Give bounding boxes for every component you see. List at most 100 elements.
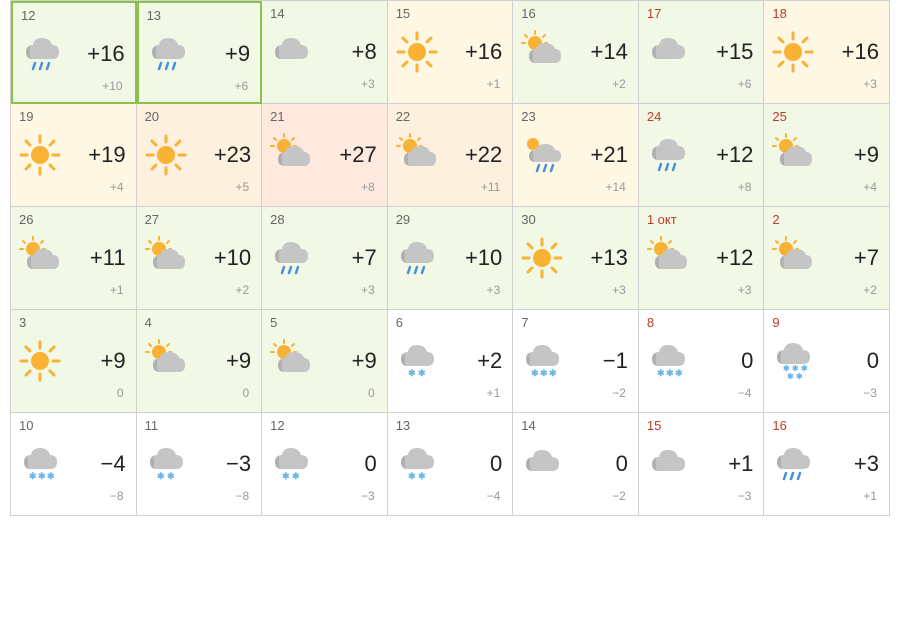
day-main-row: +8 xyxy=(268,29,381,75)
day-date: 26 xyxy=(17,211,130,229)
day-cell[interactable]: 16 +14+2 xyxy=(513,1,639,104)
cloud-rain-icon xyxy=(145,31,191,77)
day-date: 11 xyxy=(143,417,256,435)
cloud-rain-icon xyxy=(394,235,440,281)
day-low-temp: +5 xyxy=(143,180,256,194)
svg-text:✱: ✱ xyxy=(540,368,548,378)
partly-icon xyxy=(770,132,816,178)
day-main-row: 0 xyxy=(519,441,632,487)
sun-icon xyxy=(770,29,816,75)
cloud-rain-icon xyxy=(268,235,314,281)
day-main-row: +9 xyxy=(770,132,883,178)
day-date: 24 xyxy=(645,108,758,126)
day-cell[interactable]: 140−2 xyxy=(513,413,639,516)
day-high-temp: +10 xyxy=(214,245,251,271)
day-cell[interactable]: 15+16+1 xyxy=(388,1,514,104)
day-cell[interactable]: 3+90 xyxy=(11,310,137,413)
day-cell[interactable]: 10 ✱✱✱ −4−8 xyxy=(11,413,137,516)
day-date: 1 окт xyxy=(645,211,758,229)
day-date: 27 xyxy=(143,211,256,229)
day-cell[interactable]: 12 +16+10 xyxy=(11,1,137,104)
day-low-temp: +3 xyxy=(268,77,381,91)
svg-text:✱: ✱ xyxy=(787,372,794,381)
day-date: 13 xyxy=(145,7,255,25)
day-date: 21 xyxy=(268,108,381,126)
day-main-row: +23 xyxy=(143,132,256,178)
day-cell[interactable]: 22 +22+11 xyxy=(388,104,514,207)
day-date: 22 xyxy=(394,108,507,126)
day-cell[interactable]: 2 +7+2 xyxy=(764,207,890,310)
day-low-temp: −3 xyxy=(770,386,883,400)
day-high-temp: 0 xyxy=(741,348,753,374)
cloud-rain-icon xyxy=(19,31,65,77)
day-cell[interactable]: 28 +7+3 xyxy=(262,207,388,310)
day-cell[interactable]: 5 +90 xyxy=(262,310,388,413)
day-cell[interactable]: 19+19+4 xyxy=(11,104,137,207)
svg-text:✱: ✱ xyxy=(408,471,416,481)
day-high-temp: +3 xyxy=(854,451,879,477)
day-date: 12 xyxy=(268,417,381,435)
partly-icon xyxy=(394,132,440,178)
day-high-temp: +16 xyxy=(842,39,879,65)
day-date: 13 xyxy=(394,417,507,435)
day-high-temp: +8 xyxy=(352,39,377,65)
day-cell[interactable]: 8 ✱✱✱ 0−4 xyxy=(639,310,765,413)
cloud-rain-icon xyxy=(770,441,816,487)
day-date: 30 xyxy=(519,211,632,229)
day-low-temp: −3 xyxy=(268,489,381,503)
day-main-row: +12 xyxy=(645,132,758,178)
svg-text:✱: ✱ xyxy=(796,372,803,381)
day-cell[interactable]: 7 ✱✱✱ −1−2 xyxy=(513,310,639,413)
cloud-heavysnow-icon: ✱✱✱✱✱ xyxy=(770,338,816,384)
day-cell[interactable]: 16 +3+1 xyxy=(764,413,890,516)
day-cell[interactable]: 4 +90 xyxy=(137,310,263,413)
cloud-snow-icon: ✱✱✱ xyxy=(645,338,691,384)
day-main-row: ✱✱✱ −1 xyxy=(519,338,632,384)
day-cell[interactable]: 13 +9+6 xyxy=(137,1,263,104)
day-cell[interactable]: 21 +27+8 xyxy=(262,104,388,207)
day-cell[interactable]: 13 ✱✱ 0−4 xyxy=(388,413,514,516)
weather-calendar: 12 +16+1013 +9+614+8+315+16+116 +14+217+… xyxy=(10,0,890,516)
day-cell[interactable]: 1 окт +12+3 xyxy=(639,207,765,310)
day-cell[interactable]: 30+13+3 xyxy=(513,207,639,310)
day-cell[interactable]: 15+1−3 xyxy=(639,413,765,516)
day-cell[interactable]: 6 ✱✱ +2+1 xyxy=(388,310,514,413)
day-date: 15 xyxy=(645,417,758,435)
day-main-row: +3 xyxy=(770,441,883,487)
day-high-temp: 0 xyxy=(490,451,502,477)
svg-text:✱: ✱ xyxy=(666,368,674,378)
svg-text:✱: ✱ xyxy=(167,471,175,481)
day-high-temp: +19 xyxy=(88,142,125,168)
day-high-temp: +21 xyxy=(591,142,628,168)
day-high-temp: +7 xyxy=(352,245,377,271)
day-low-temp: −8 xyxy=(143,489,256,503)
day-low-temp: +14 xyxy=(519,180,632,194)
day-high-temp: +9 xyxy=(225,41,250,67)
day-main-row: +16 xyxy=(19,31,129,77)
day-cell[interactable]: 17+15+6 xyxy=(639,1,765,104)
day-cell[interactable]: 27 +10+2 xyxy=(137,207,263,310)
day-cell[interactable]: 26 +11+1 xyxy=(11,207,137,310)
svg-text:✱: ✱ xyxy=(38,471,46,481)
day-cell[interactable]: 25 +9+4 xyxy=(764,104,890,207)
day-cell[interactable]: 14+8+3 xyxy=(262,1,388,104)
day-low-temp: +1 xyxy=(394,386,507,400)
day-high-temp: +9 xyxy=(854,142,879,168)
day-cell[interactable]: 18+16+3 xyxy=(764,1,890,104)
day-cell[interactable]: 29 +10+3 xyxy=(388,207,514,310)
day-date: 15 xyxy=(394,5,507,23)
day-cell[interactable]: 9 ✱✱✱✱✱ 0−3 xyxy=(764,310,890,413)
day-cell[interactable]: 11 ✱✱ −3−8 xyxy=(137,413,263,516)
partly-rain-icon xyxy=(519,132,565,178)
svg-text:✱: ✱ xyxy=(657,368,665,378)
day-cell[interactable]: 23 +21+14 xyxy=(513,104,639,207)
day-high-temp: −1 xyxy=(603,348,628,374)
day-low-temp: +4 xyxy=(770,180,883,194)
day-high-temp: +12 xyxy=(716,142,753,168)
day-low-temp: +3 xyxy=(394,283,507,297)
day-cell[interactable]: 24 +12+8 xyxy=(639,104,765,207)
day-low-temp: −4 xyxy=(394,489,507,503)
day-date: 7 xyxy=(519,314,632,332)
day-cell[interactable]: 12 ✱✱ 0−3 xyxy=(262,413,388,516)
day-cell[interactable]: 20+23+5 xyxy=(137,104,263,207)
